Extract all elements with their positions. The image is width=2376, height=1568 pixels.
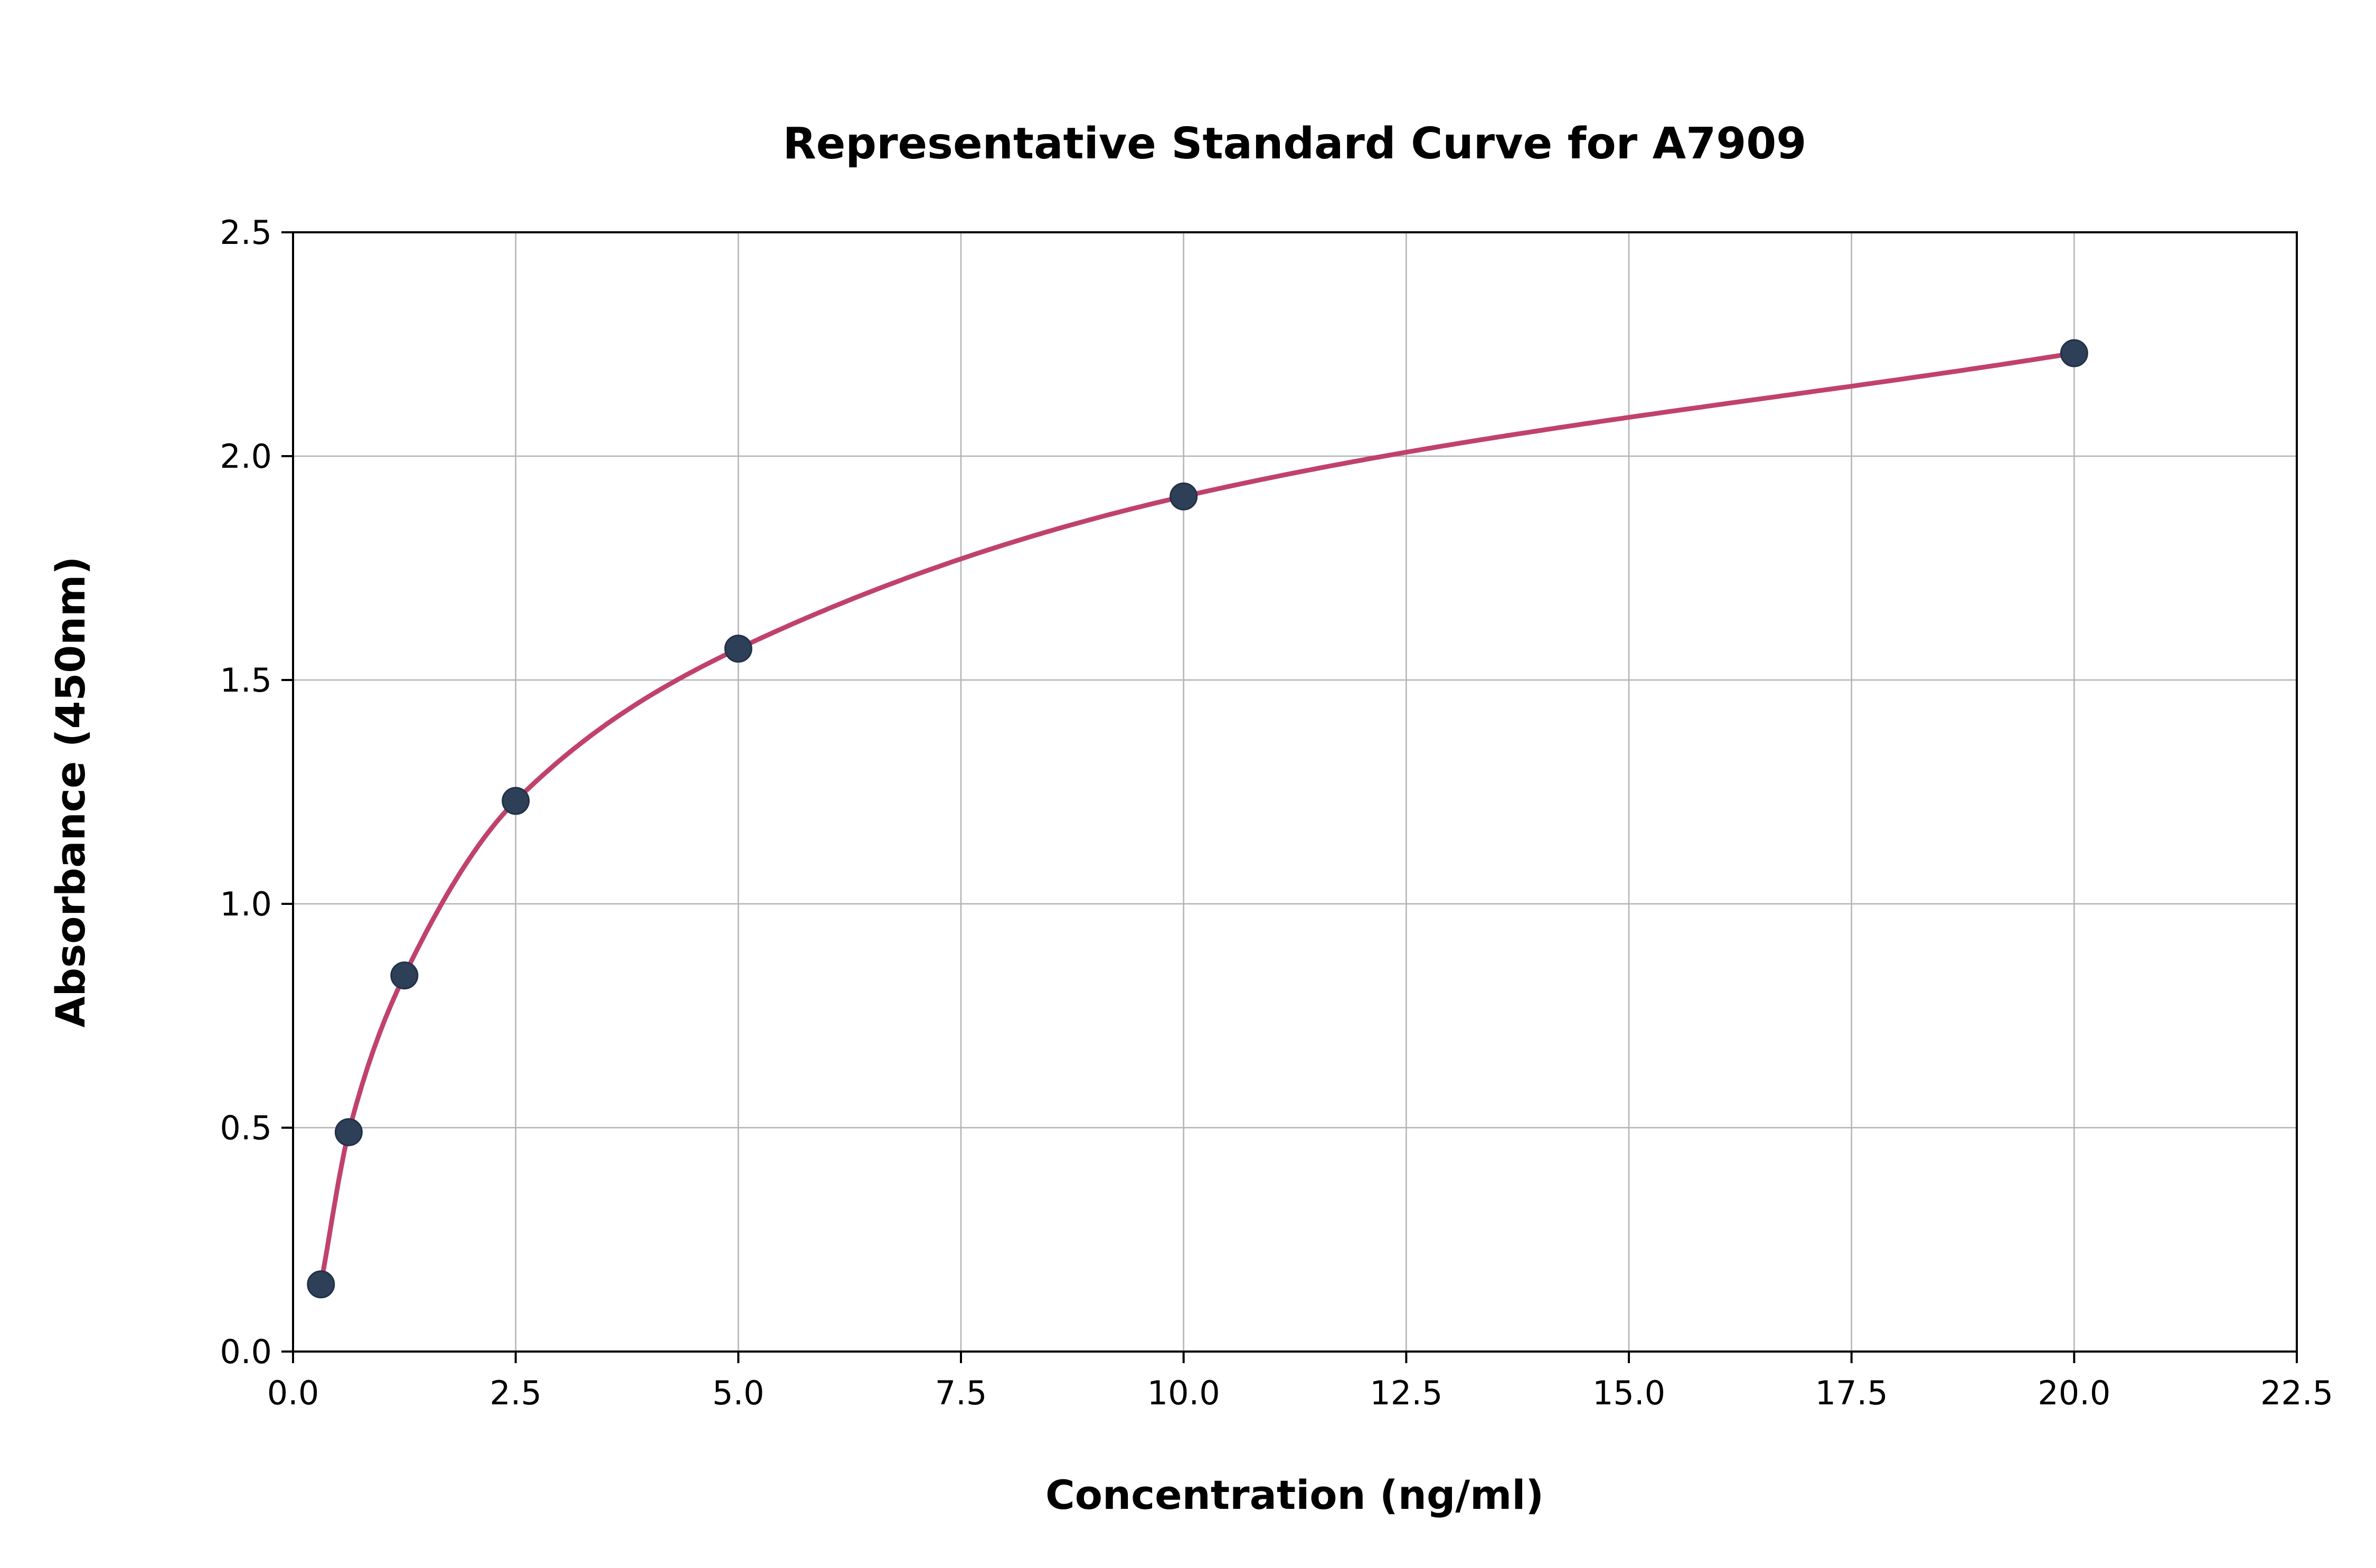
x-tick-label: 10.0 [1147, 1374, 1220, 1412]
y-tick-label: 1.5 [220, 661, 272, 700]
data-point [724, 635, 752, 663]
y-tick-label: 0.0 [220, 1333, 272, 1371]
data-point [2060, 339, 2088, 367]
y-tick-label: 1.0 [220, 885, 272, 923]
y-tick-label: 0.5 [220, 1109, 272, 1147]
axes: 0.0 2.5 5.0 7.5 10.0 12.5 15.0 17.5 20.0 22.5 0.0 0… [220, 213, 2333, 1412]
grid-lines [292, 231, 2298, 1353]
x-tick-label: 17.5 [1815, 1374, 1888, 1412]
x-tick-label: 7.5 [935, 1374, 987, 1412]
x-tick-label: 12.5 [1370, 1374, 1442, 1412]
y-tick-label: 2.5 [220, 213, 272, 252]
x-tick-label: 2.5 [489, 1374, 542, 1412]
plot-border [292, 231, 2298, 1353]
y-axis-label: Absorbance (450nm) [47, 556, 94, 1027]
x-tick-label: 0.0 [267, 1374, 319, 1412]
x-tick-label: 20.0 [2038, 1374, 2110, 1412]
x-tick-label: 5.0 [712, 1374, 765, 1412]
data-point [390, 961, 419, 990]
x-tick-label: 22.5 [2260, 1374, 2333, 1412]
plot-layer [307, 339, 2088, 1299]
y-tick-label: 2.0 [220, 437, 272, 476]
data-point [334, 1118, 363, 1146]
data-point [307, 1270, 335, 1299]
chart-title: Representative Standard Curve for A7909 [783, 119, 1807, 169]
data-point [1170, 482, 1198, 511]
fit-curve [318, 351, 2077, 1287]
data-point [502, 787, 530, 815]
x-tick-label: 15.0 [1592, 1374, 1665, 1412]
x-axis-label: Concentration (ng/ml) [1045, 1471, 1544, 1518]
